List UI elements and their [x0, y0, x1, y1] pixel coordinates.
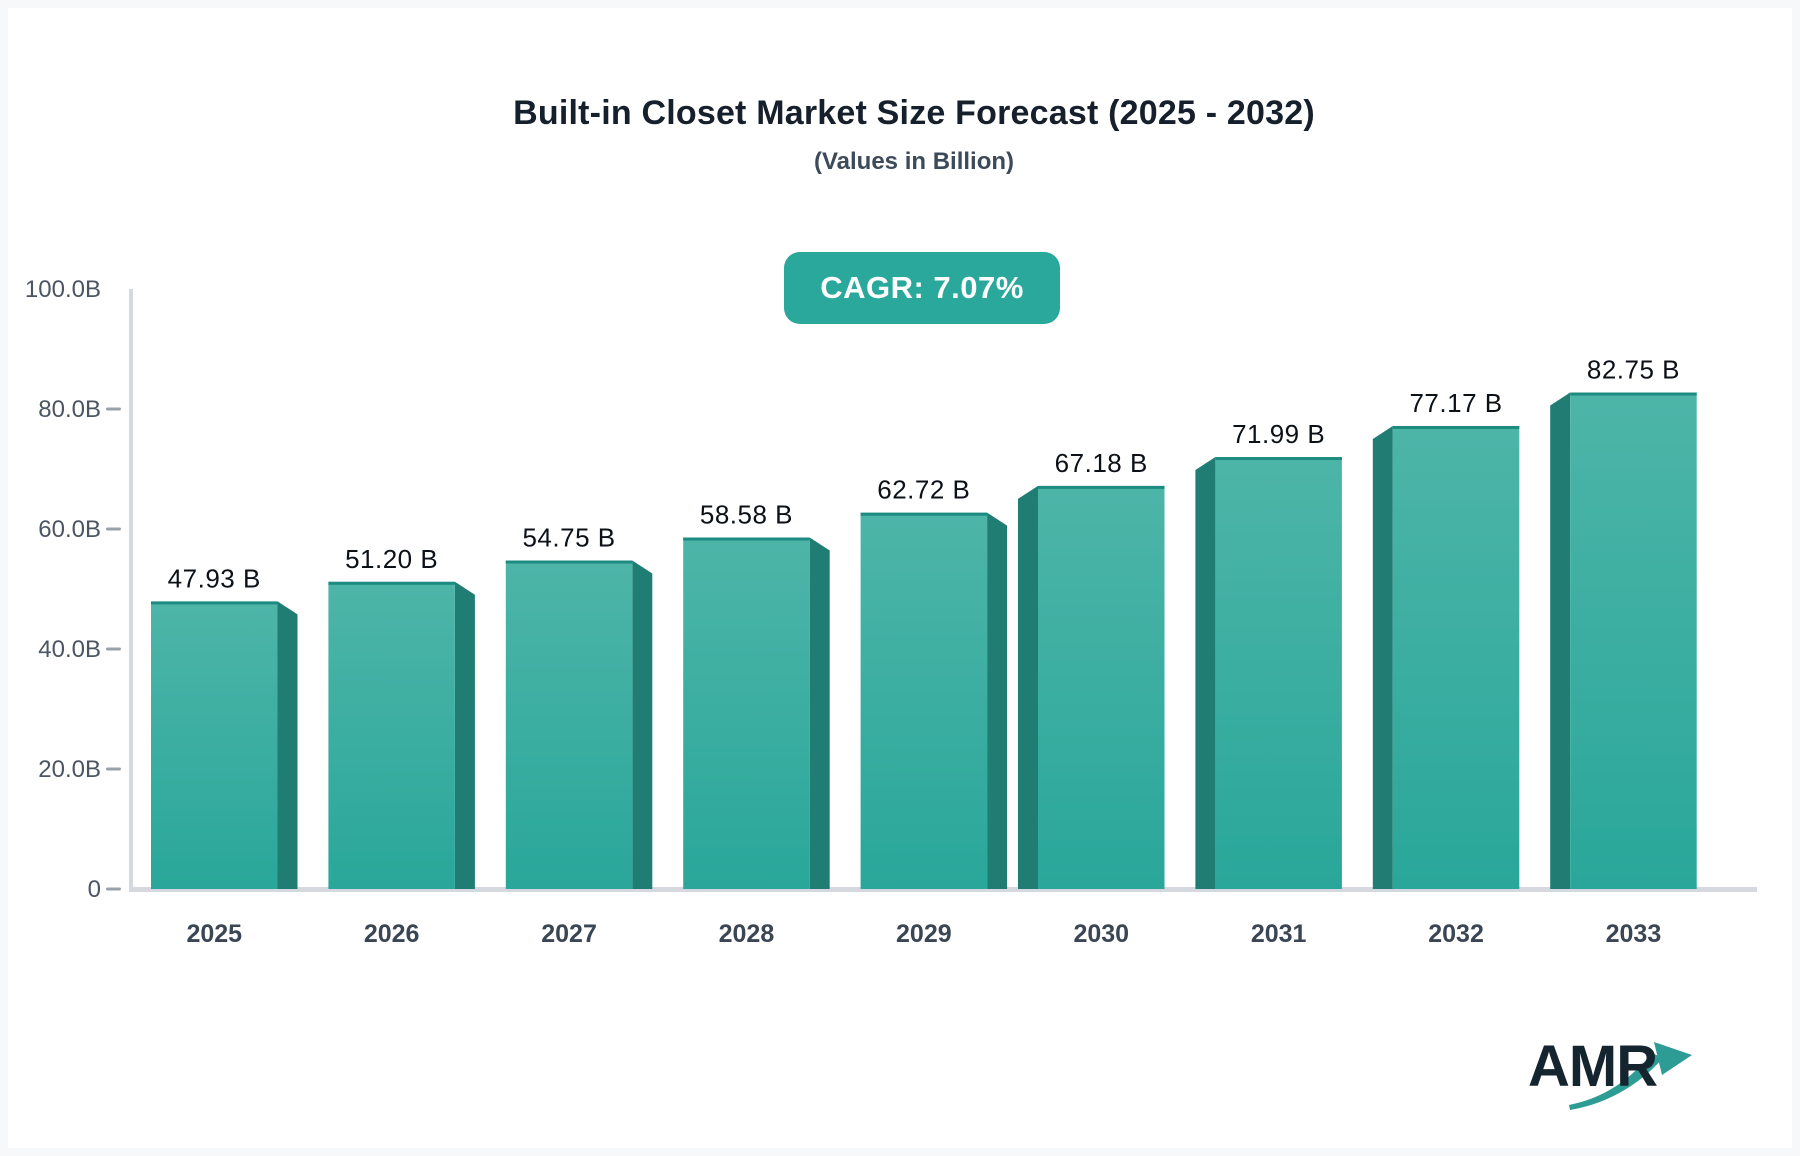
- bar-group: 67.18 B 2030: [1018, 448, 1165, 948]
- bar-side-face: [987, 512, 1008, 889]
- bar-side-face: [277, 601, 298, 889]
- bar-group: 58.58 B 2028: [683, 500, 830, 948]
- y-axis-label: 0: [88, 876, 101, 903]
- bar-group: 51.20 B 2026: [328, 544, 475, 948]
- bar-value-label: 47.93 B: [168, 563, 261, 593]
- y-axis-line: [129, 289, 133, 889]
- x-axis-label: 2027: [541, 920, 597, 948]
- x-axis-label: 2033: [1606, 920, 1662, 948]
- bar-side-face: [809, 537, 830, 889]
- bar-group: 47.93 B 2025: [151, 563, 298, 948]
- bar-top-edge: [328, 581, 455, 585]
- cagr-badge-row: CAGR: 7.07%: [0, 252, 1800, 324]
- bar-group: 82.75 B 2033: [1550, 355, 1697, 948]
- x-axis-label: 2030: [1073, 920, 1129, 948]
- bar-value-label: 82.75 B: [1587, 355, 1680, 385]
- bar-top-edge: [1392, 425, 1520, 429]
- bar-face: [328, 581, 455, 889]
- bar-value-label: 54.75 B: [522, 523, 615, 553]
- bar-value-label: 71.99 B: [1232, 419, 1325, 449]
- bar-value-label: 62.72 B: [877, 475, 970, 505]
- y-axis-label: 40.0B: [38, 636, 101, 663]
- x-axis-label: 2032: [1428, 920, 1484, 948]
- bar-group: 62.72 B 2029: [860, 475, 1008, 948]
- bar-value-label: 58.58 B: [700, 500, 793, 530]
- plot-area: 100.0B 80.0B 60.0B 40.0B 20.0B 0 47.93 B 2025 51…: [25, 276, 1757, 948]
- bar-face: [683, 537, 810, 889]
- amr-logo-text: AMR: [1528, 1034, 1658, 1099]
- bar-top-edge: [151, 601, 278, 605]
- y-tick: [106, 407, 121, 411]
- x-axis-line: [129, 887, 1757, 892]
- bar-face: [1392, 425, 1520, 889]
- bar-value-label: 67.18 B: [1055, 448, 1148, 478]
- amr-logo: AMR: [1528, 1034, 1700, 1110]
- bar-side-face: [1195, 457, 1216, 889]
- x-axis-label: 2025: [186, 920, 242, 948]
- bar-side-face: [454, 581, 475, 889]
- bar-side-face: [1372, 425, 1393, 889]
- bar-face: [1570, 392, 1697, 889]
- bar-face: [151, 601, 278, 889]
- bar-top-edge: [683, 537, 810, 541]
- y-tick: [106, 887, 121, 891]
- bar-top-edge: [505, 560, 633, 564]
- bar-side-face: [1550, 392, 1571, 889]
- y-tick: [106, 767, 121, 771]
- bar-side-face: [1018, 485, 1038, 889]
- bar-top-edge: [1570, 392, 1697, 396]
- y-tick: [106, 647, 121, 651]
- bar-face: [505, 560, 633, 889]
- bar-face: [860, 512, 988, 889]
- chart-title: Built-in Closet Market Size Forecast (20…: [513, 94, 1315, 132]
- bar-side-face: [632, 560, 653, 889]
- cagr-badge: CAGR: 7.07%: [784, 252, 1060, 324]
- bar-group: 54.75 B 2027: [505, 523, 653, 948]
- bar-value-label: 77.17 B: [1409, 388, 1502, 418]
- y-axis-label: 60.0B: [38, 516, 101, 543]
- y-axis-label: 80.0B: [38, 396, 101, 423]
- growth-arrow-icon: [1569, 1042, 1692, 1110]
- y-axis-label: 100.0B: [25, 276, 101, 303]
- chart-subtitle: (Values in Billion): [813, 148, 1015, 175]
- x-axis-label: 2031: [1251, 920, 1307, 948]
- x-axis-label: 2028: [719, 920, 775, 948]
- bar-top-edge: [1038, 485, 1165, 489]
- bar-face: [1038, 485, 1165, 889]
- y-axis-label: 20.0B: [38, 756, 101, 783]
- bar-top-edge: [860, 512, 988, 516]
- bar-top-edge: [1215, 457, 1342, 461]
- bar-face: [1215, 457, 1342, 889]
- x-axis-label: 2029: [896, 920, 952, 948]
- x-axis-label: 2026: [364, 920, 420, 948]
- y-tick: [106, 527, 121, 531]
- bar-group: 71.99 B 2031: [1195, 419, 1342, 948]
- bar-group: 77.17 B 2032: [1372, 388, 1520, 948]
- bar-value-label: 51.20 B: [345, 544, 438, 574]
